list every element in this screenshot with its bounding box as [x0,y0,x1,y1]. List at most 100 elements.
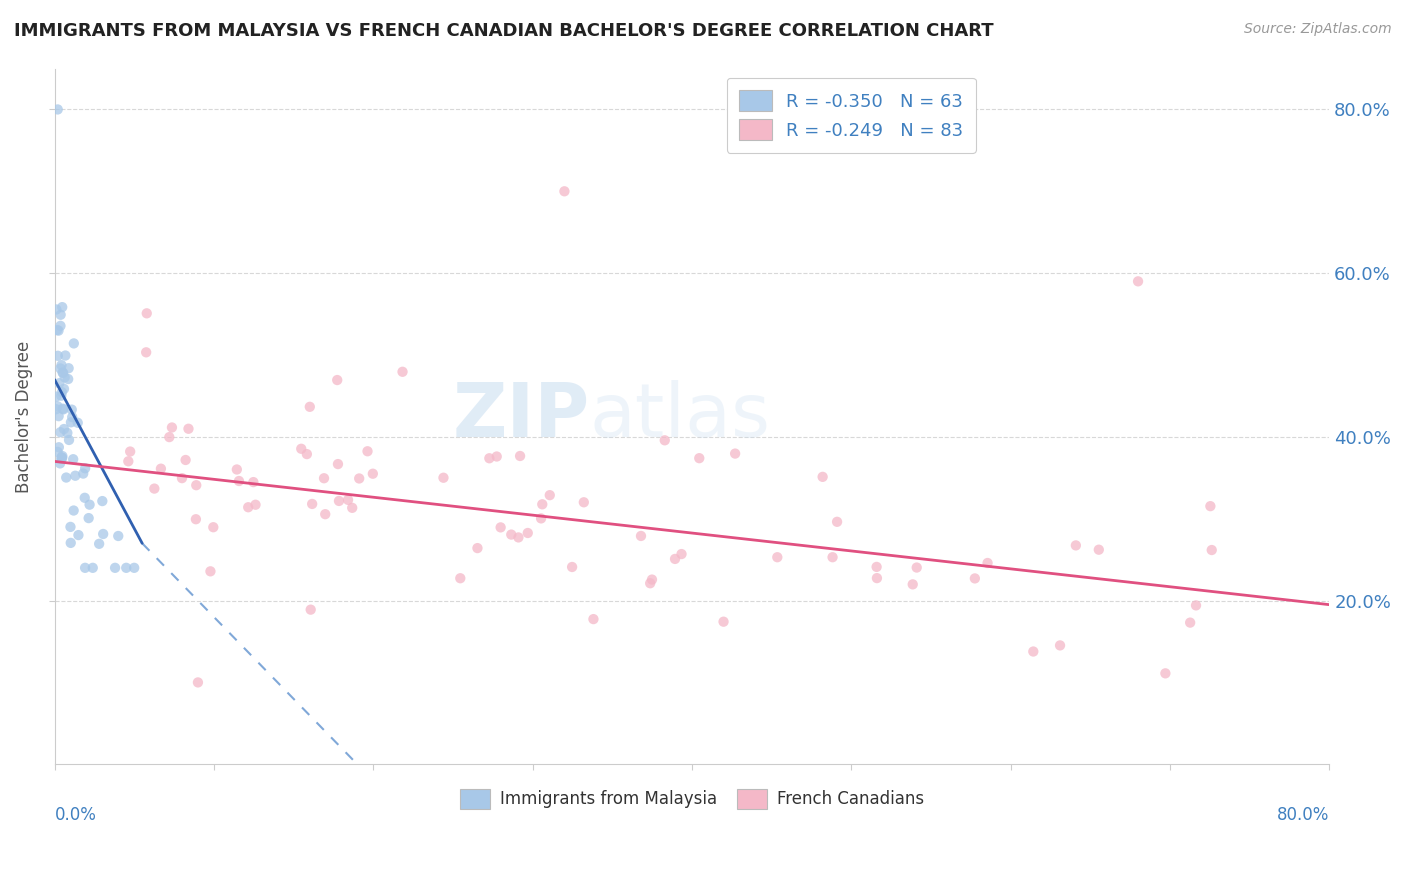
Point [115,561,138,575]
Point [1088,542,1111,557]
Point [582,612,605,626]
Point [46,103,69,117]
Point [120,444,142,458]
Point [295,447,318,461]
Point [200,564,222,578]
Point [963,571,986,585]
Point [157,430,180,444]
Point [56,425,79,440]
Point [51,450,73,465]
Point [143,482,166,496]
Point [312,471,335,485]
Point [242,475,264,489]
Legend: Immigrants from Malaysia, French Canadians: Immigrants from Malaysia, French Canadia… [450,780,934,819]
Point [46,399,69,413]
Point [245,498,267,512]
Point [326,373,349,387]
Point [59,520,82,534]
Point [135,306,157,320]
Point [48,376,70,391]
Point [432,471,454,485]
Point [489,520,512,534]
Point [467,541,489,555]
Point [91,527,114,541]
Point [62,452,84,467]
Point [1185,599,1208,613]
Point [314,507,336,521]
Point [59,415,82,429]
Point [572,495,595,509]
Text: Source: ZipAtlas.com: Source: ZipAtlas.com [1244,22,1392,37]
Point [538,488,561,502]
Point [1022,644,1045,658]
Point [51,358,73,372]
Point [713,615,735,629]
Point [53,349,76,363]
Point [82,561,104,575]
Point [654,434,676,448]
Point [485,450,508,464]
Point [135,345,157,359]
Point [516,526,538,541]
Point [117,454,139,468]
Point [561,560,583,574]
Point [478,451,501,466]
Point [186,478,208,492]
Point [337,492,360,507]
Point [724,447,747,461]
Point [55,470,77,484]
Point [187,675,209,690]
Point [391,365,413,379]
Point [630,529,652,543]
Point [49,318,72,333]
Point [53,370,76,384]
Point [347,471,370,485]
Point [65,468,87,483]
Text: atlas: atlas [591,380,770,453]
Point [821,550,844,565]
Point [49,457,72,471]
Point [1126,274,1149,288]
Point [73,491,96,505]
Point [46,323,69,337]
Point [67,528,90,542]
Point [225,462,247,476]
Point [184,512,207,526]
Point [51,366,73,380]
Point [75,461,97,475]
Point [688,451,710,466]
Point [177,422,200,436]
Point [49,425,72,440]
Point [48,440,70,454]
Point [48,324,70,338]
Point [170,471,193,485]
Point [553,184,575,198]
Text: 0.0%: 0.0% [55,806,97,824]
Point [122,561,145,575]
Point [238,500,260,515]
Text: 80.0%: 80.0% [1277,806,1329,824]
Point [63,336,86,351]
Point [49,308,72,322]
Point [1064,538,1087,552]
Point [976,556,998,570]
Point [107,529,129,543]
Point [174,453,197,467]
Point [45,390,67,404]
Point [48,409,70,424]
Point [326,457,349,471]
Text: IMMIGRANTS FROM MALAYSIA VS FRENCH CANADIAN BACHELOR'S DEGREE CORRELATION CHART: IMMIGRANTS FROM MALAYSIA VS FRENCH CANAD… [14,22,994,40]
Point [508,530,530,544]
Point [46,349,69,363]
Point [51,389,73,403]
Point [825,515,848,529]
Point [905,560,928,574]
Point [46,445,69,459]
Point [77,511,100,525]
Point [356,444,378,458]
Point [52,422,75,436]
Point [531,497,554,511]
Point [79,498,101,512]
Point [766,550,789,565]
Point [901,577,924,591]
